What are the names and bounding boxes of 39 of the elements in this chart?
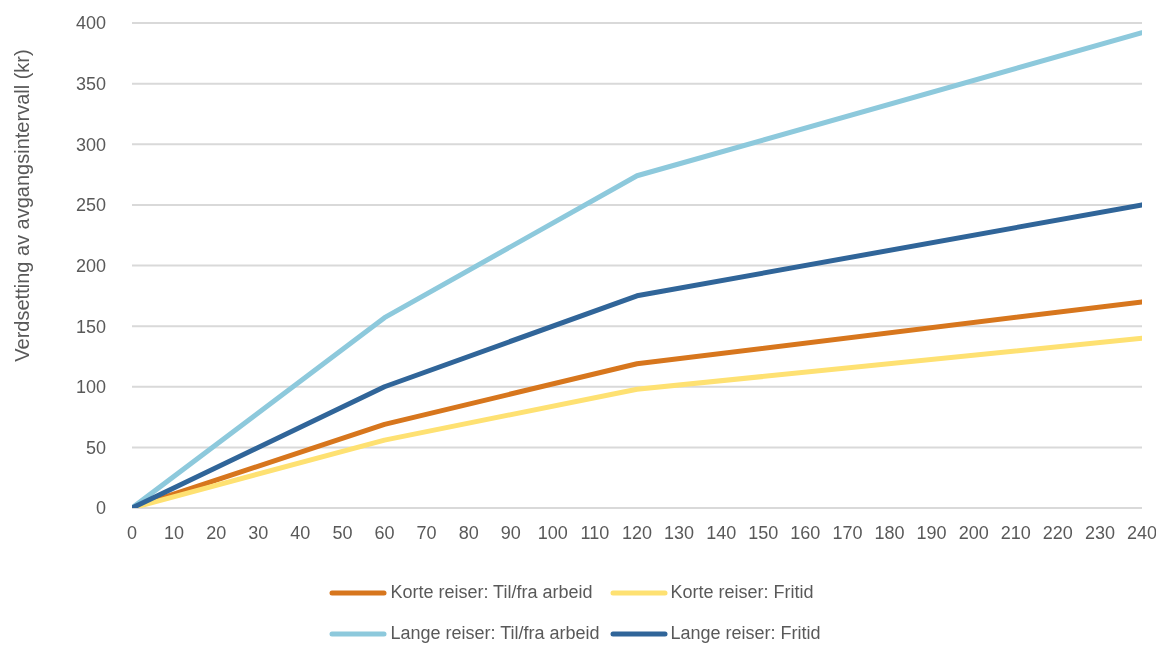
legend-label: Lange reiser: Fritid (670, 623, 821, 644)
x-tick-label: 100 (537, 522, 568, 543)
x-tick-label: 70 (416, 522, 437, 543)
x-tick-label: 140 (706, 522, 737, 543)
x-tick-label: 80 (458, 522, 479, 543)
legend-label: Lange reiser: Til/fra arbeid (390, 623, 600, 644)
x-tick-label: 30 (248, 522, 269, 543)
y-tick-label: 150 (75, 316, 106, 337)
y-tick-label: 100 (75, 377, 106, 398)
legend-label: Korte reiser: Til/fra arbeid (390, 582, 593, 603)
x-tick-label: 50 (332, 522, 353, 543)
x-tick-label: 0 (126, 522, 138, 543)
y-tick-label: 0 (95, 498, 106, 519)
y-tick-label: 300 (75, 134, 106, 155)
y-tick-label: 400 (75, 13, 106, 34)
x-tick-label: 230 (1084, 522, 1115, 543)
x-tick-label: 40 (290, 522, 311, 543)
y-axis-title: Verdsetting av avgangsintervall (kr) (11, 49, 33, 362)
x-tick-label: 110 (580, 522, 610, 543)
x-tick-label: 190 (916, 522, 947, 543)
x-tick-label: 170 (832, 522, 863, 543)
y-tick-label: 250 (75, 195, 106, 216)
x-tick-label: 130 (664, 522, 695, 543)
x-tick-label: 150 (748, 522, 779, 543)
x-tick-label: 20 (206, 522, 227, 543)
legend-label: Korte reiser: Fritid (670, 582, 814, 603)
x-tick-label: 60 (374, 522, 395, 543)
x-tick-label: 210 (1000, 522, 1031, 543)
x-tick-label: 220 (1042, 522, 1073, 543)
x-tick-label: 160 (790, 522, 821, 543)
y-tick-label: 200 (75, 255, 106, 276)
x-tick-label: 200 (958, 522, 989, 543)
y-tick-label: 50 (85, 437, 106, 458)
x-tick-label: 10 (164, 522, 185, 543)
y-tick-label: 350 (75, 74, 106, 95)
x-tick-label: 240 (1126, 522, 1156, 543)
x-tick-label: 180 (874, 522, 905, 543)
x-tick-label: 90 (500, 522, 521, 543)
x-tick-label: 120 (621, 522, 653, 543)
